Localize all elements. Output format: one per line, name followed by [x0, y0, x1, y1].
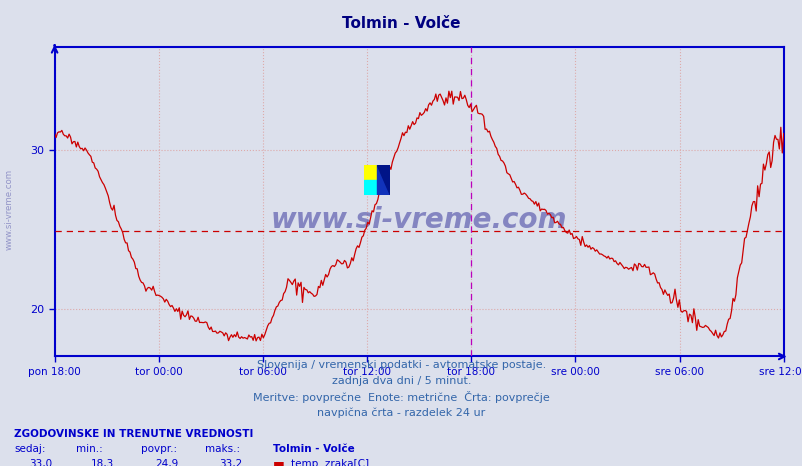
- Text: Slovenija / vremenski podatki - avtomatske postaje.: Slovenija / vremenski podatki - avtomats…: [257, 360, 545, 370]
- Text: ZGODOVINSKE IN TRENUTNE VREDNOSTI: ZGODOVINSKE IN TRENUTNE VREDNOSTI: [14, 429, 253, 439]
- Text: 18,3: 18,3: [91, 459, 114, 466]
- Bar: [363, 165, 376, 180]
- Polygon shape: [376, 165, 390, 195]
- Text: www.si-vreme.com: www.si-vreme.com: [270, 206, 567, 234]
- Text: Tolmin - Volče: Tolmin - Volče: [273, 444, 354, 454]
- Text: temp. zraka[C]: temp. zraka[C]: [290, 459, 368, 466]
- Text: povpr.:: povpr.:: [140, 444, 176, 454]
- Text: Meritve: povprečne  Enote: metrične  Črta: povprečje: Meritve: povprečne Enote: metrične Črta:…: [253, 391, 549, 404]
- Text: Tolmin - Volče: Tolmin - Volče: [342, 16, 460, 31]
- Text: maks.:: maks.:: [205, 444, 240, 454]
- Text: navpična črta - razdelek 24 ur: navpična črta - razdelek 24 ur: [317, 407, 485, 418]
- Bar: [363, 180, 376, 195]
- Text: 24,9: 24,9: [155, 459, 178, 466]
- Text: 33,0: 33,0: [29, 459, 52, 466]
- Text: sedaj:: sedaj:: [14, 444, 46, 454]
- Text: zadnja dva dni / 5 minut.: zadnja dva dni / 5 minut.: [331, 376, 471, 385]
- Text: min.:: min.:: [76, 444, 103, 454]
- Text: 33,2: 33,2: [219, 459, 242, 466]
- Text: ■: ■: [273, 459, 285, 466]
- Text: www.si-vreme.com: www.si-vreme.com: [5, 169, 14, 250]
- Bar: [376, 165, 390, 195]
